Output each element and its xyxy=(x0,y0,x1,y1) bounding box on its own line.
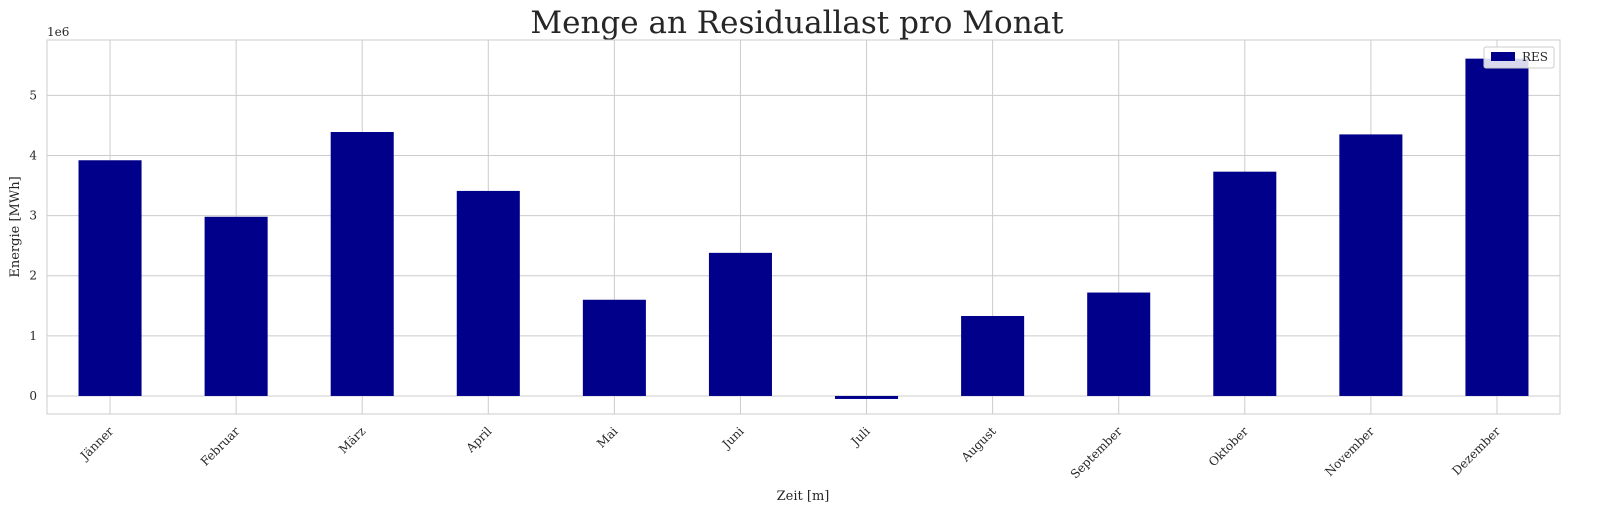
y-tick-label: 0 xyxy=(29,389,37,403)
chart-title: Menge an Residuallast pro Monat xyxy=(530,5,1064,41)
plot-frame xyxy=(46,39,1561,415)
bar xyxy=(1465,58,1529,396)
bar xyxy=(582,299,646,396)
y-offset-label: 1e6 xyxy=(47,25,69,39)
y-tick-labels: 0 1 2 3 4 5 xyxy=(29,88,37,403)
bar xyxy=(330,131,394,396)
y-axis-label: Energie [MWh] xyxy=(8,176,23,277)
x-tick-label: Oktober xyxy=(1206,424,1251,469)
x-tick-labels: Jänner Februar März April Mai Juni Juli August S… xyxy=(76,424,1503,481)
x-tick-label: August xyxy=(958,424,999,465)
bar xyxy=(456,190,520,396)
bar xyxy=(1213,171,1277,396)
bar xyxy=(708,252,772,396)
x-axis-label: Zeit [m] xyxy=(777,489,830,504)
x-tick-label: Juni xyxy=(718,424,746,452)
bars xyxy=(78,58,1529,399)
bar xyxy=(1339,134,1403,396)
bar xyxy=(1087,292,1151,396)
y-tick-label: 1 xyxy=(29,329,37,343)
bar xyxy=(961,315,1025,396)
bar xyxy=(835,395,899,399)
grid-lines xyxy=(47,40,1560,414)
x-tick-label: April xyxy=(463,424,495,456)
x-tick-label: September xyxy=(1068,424,1125,481)
legend-swatch xyxy=(1491,52,1515,61)
x-tick-label: Mai xyxy=(594,424,620,450)
legend: RES xyxy=(1483,46,1555,69)
x-tick-label: Jänner xyxy=(76,424,116,464)
x-tick-label: März xyxy=(336,424,368,456)
bar xyxy=(204,216,268,396)
y-tick-label: 3 xyxy=(29,209,37,223)
x-tick-label: Juli xyxy=(847,424,873,450)
legend-label: RES xyxy=(1522,50,1548,64)
y-tick-label: 2 xyxy=(29,269,37,283)
y-tick-label: 4 xyxy=(29,148,37,162)
bar xyxy=(78,160,142,396)
x-tick-label: Februar xyxy=(198,424,243,469)
x-tick-label: Dezember xyxy=(1449,424,1503,478)
y-tick-label: 5 xyxy=(29,88,37,102)
x-tick-label: November xyxy=(1322,424,1377,479)
